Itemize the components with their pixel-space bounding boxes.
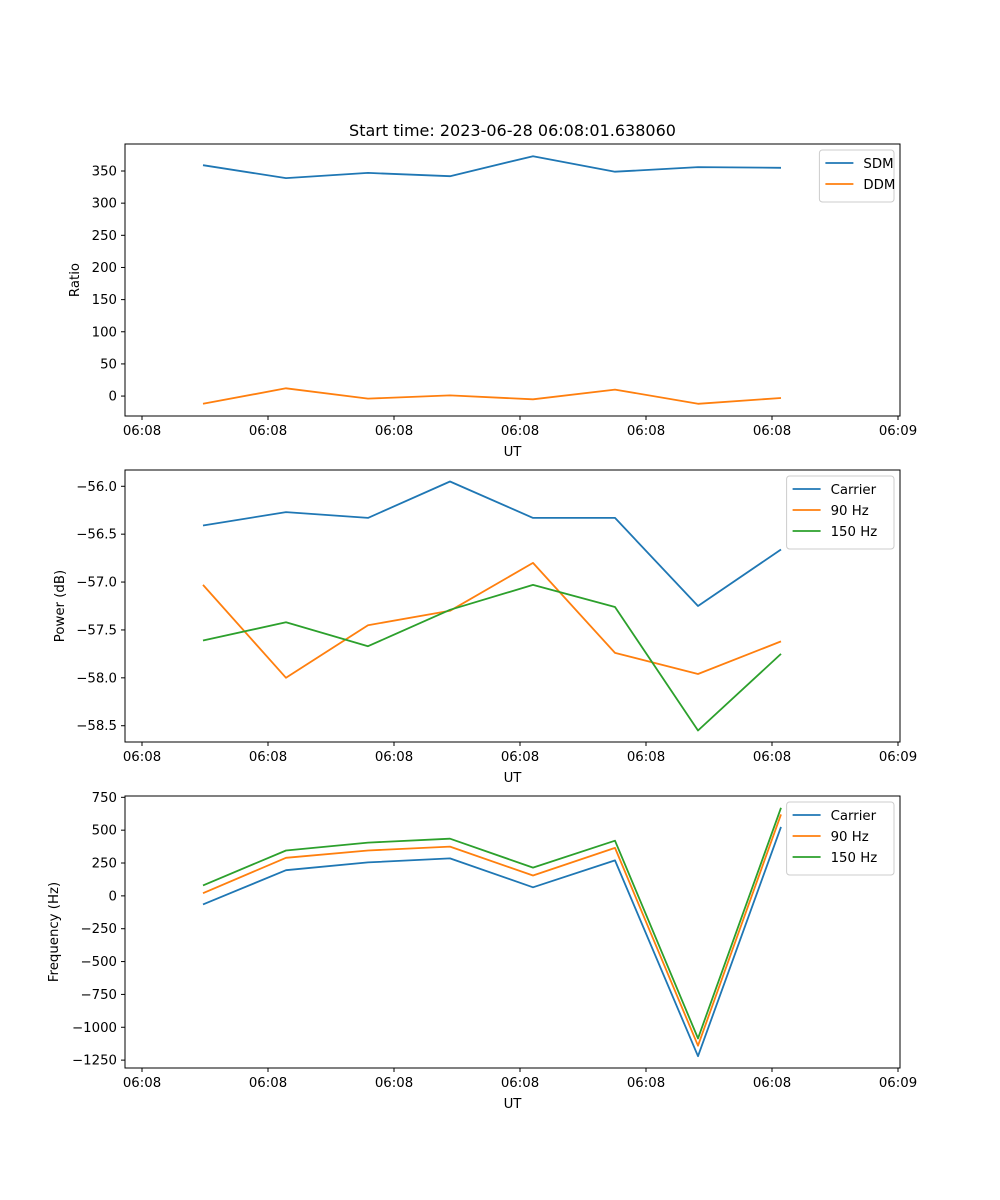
y-tick-label: 0 [109,390,117,405]
x-tick-label: 06:08 [375,750,413,765]
chart-panel-1: 06:08 06:08 06:08 06:08 06:08 06:08 06:09 0 50 10… [68,143,917,460]
y-tick-label: −56.5 [76,528,117,543]
y-axis-label: Power (dB) [53,570,68,642]
x-tick-label: 06:09 [879,750,917,765]
x-tick-label: 06:08 [123,750,161,765]
series-line-sdm [202,155,782,180]
legend: Carrier 90 Hz 150 Hz [786,475,895,550]
y-tick-label: 150 [92,293,117,308]
x-tick-label: 06:08 [249,1076,287,1091]
legend-label: 150 Hz [831,525,878,540]
legend-label: 90 Hz [831,504,869,519]
figure-title: Start time: 2023-06-28 06:08:01.638060 [349,121,676,140]
series-line-150-hz [202,807,782,1040]
legend-label: 150 Hz [831,851,878,866]
x-tick-label: 06:08 [627,1076,665,1091]
y-tick-label: 200 [92,261,117,276]
chart-panel-2: 06:08 06:08 06:08 06:08 06:08 06:08 06:09 −56.0… [53,469,917,786]
axes-frame [124,469,901,743]
y-tick-label: 300 [92,197,117,212]
legend-label: DDM [863,178,895,193]
y-axis-label: Ratio [68,263,83,297]
x-tick-label: 06:08 [627,424,665,439]
y-tick-label: −58.5 [76,719,117,734]
y-tick-label: 50 [100,357,117,372]
x-tick-label: 06:08 [249,750,287,765]
y-tick-label: −1250 [72,1054,117,1069]
chart-panel-3: 06:08 06:08 06:08 06:08 06:08 06:08 06:09 750 50… [47,791,917,1112]
axes-frame [124,143,901,417]
x-tick-label: 06:09 [879,424,917,439]
x-axis-label: UT [504,445,523,460]
x-tick-label: 06:08 [753,424,791,439]
series-line-carrier [202,480,782,607]
x-tick-label: 06:08 [249,424,287,439]
x-tick-label: 06:08 [123,424,161,439]
y-tick-label: 350 [92,165,117,180]
axes-frame [124,795,901,1069]
y-tick-label: 250 [92,857,117,872]
y-tick-label: 0 [109,889,117,904]
x-tick-label: 06:08 [375,1076,413,1091]
x-tick-label: 06:08 [627,750,665,765]
x-axis-label: UT [504,1097,523,1112]
legend-label: SDM [863,157,893,172]
x-tick-label: 06:08 [753,1076,791,1091]
y-tick-label: 500 [92,824,117,839]
y-tick-label: −58.0 [76,671,117,686]
y-tick-label: 100 [92,325,117,340]
y-tick-label: −750 [80,988,117,1003]
y-tick-label: −57.0 [76,576,117,591]
series-line-150-hz [202,584,782,732]
y-axis-label: Frequency (Hz) [47,882,62,982]
x-tick-label: 06:08 [753,750,791,765]
y-tick-label: −57.5 [76,623,117,638]
y-tick-label: 250 [92,229,117,244]
series-line-90-hz [202,562,782,679]
x-tick-label: 06:08 [501,424,539,439]
x-tick-label: 06:08 [501,1076,539,1091]
y-tick-label: −500 [80,955,117,970]
y-tick-label: 750 [92,791,117,806]
y-tick-label: −56.0 [76,480,117,495]
series-line-ddm [202,387,782,405]
y-tick-label: −250 [80,922,117,937]
legend: Carrier 90 Hz 150 Hz [786,801,895,876]
x-tick-label: 06:09 [879,1076,917,1091]
legend: SDM DDM [818,149,895,203]
series-line-90-hz [202,814,782,1047]
x-axis-label: UT [504,771,523,786]
series-line-carrier [202,826,782,1058]
y-tick-label: −1000 [72,1021,117,1036]
x-tick-label: 06:08 [375,424,413,439]
legend-label: Carrier [831,483,877,498]
legend-label: 90 Hz [831,830,869,845]
x-tick-label: 06:08 [123,1076,161,1091]
x-tick-label: 06:08 [501,750,539,765]
legend-label: Carrier [831,809,877,824]
